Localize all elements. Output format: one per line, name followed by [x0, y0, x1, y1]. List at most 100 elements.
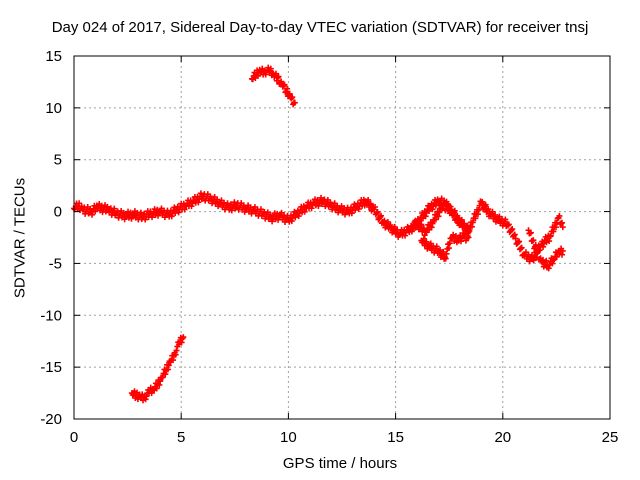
data-point-marker: [492, 211, 499, 218]
data-point-marker: [168, 213, 175, 220]
data-point-marker: [547, 232, 554, 239]
data-point-marker: [352, 206, 359, 213]
data-point-marker: [442, 255, 449, 262]
data-point-marker: [433, 243, 440, 250]
data-point-marker: [432, 216, 439, 223]
data-point-marker: [455, 215, 462, 222]
data-point-marker: [92, 208, 99, 215]
data-point-marker: [558, 251, 565, 258]
data-point-marker: [162, 371, 169, 378]
tick-layer: 0 5 10 15 20 25 -20 -15 -10 -5 0 5 10 15: [40, 48, 618, 446]
data-point-marker: [423, 238, 430, 245]
data-point-marker: [546, 238, 553, 245]
data-point-marker: [139, 391, 146, 398]
data-point-marker: [443, 250, 450, 257]
data-point-marker: [273, 77, 280, 84]
y-tick-label: -15: [40, 359, 62, 376]
data-point-marker: [143, 393, 150, 400]
data-point-marker: [257, 206, 264, 213]
data-point-marker: [416, 217, 423, 224]
data-point-marker: [530, 257, 537, 264]
data-point-marker: [553, 253, 560, 260]
data-point-marker: [274, 210, 281, 217]
data-point-marker: [476, 202, 483, 209]
data-point-marker: [317, 194, 324, 201]
y-tick-label: -5: [49, 255, 62, 272]
data-point-marker: [517, 245, 524, 252]
data-point-marker: [308, 205, 315, 212]
data-point-marker: [137, 209, 144, 216]
data-point-marker: [367, 200, 374, 207]
chart-title: Day 024 of 2017, Sidereal Day-to-day VTE…: [51, 19, 589, 36]
data-point-marker: [173, 347, 180, 354]
data-point-marker: [482, 201, 489, 208]
data-point-marker: [474, 211, 481, 218]
data-point-marker: [428, 224, 435, 231]
data-point-marker: [365, 196, 372, 203]
data-point-marker: [120, 209, 127, 216]
data-point-marker: [550, 257, 557, 264]
data-point-marker: [348, 210, 355, 217]
x-tick-label: 0: [70, 429, 78, 446]
data-point-marker: [527, 229, 534, 236]
data-point-marker: [451, 209, 458, 216]
data-layer: [71, 64, 566, 404]
data-point-marker: [387, 222, 394, 229]
data-point-marker: [165, 362, 172, 369]
data-point-marker: [511, 231, 518, 238]
data-point-marker: [436, 209, 443, 216]
x-tick-label: 10: [280, 429, 297, 446]
data-point-marker: [156, 381, 163, 388]
data-point-marker: [111, 205, 118, 212]
data-point-marker: [458, 217, 465, 224]
data-point-marker: [531, 245, 538, 252]
data-point-marker: [558, 219, 565, 226]
x-tick-label: 15: [387, 429, 404, 446]
y-tick-label: 15: [45, 48, 62, 65]
series-5: [525, 227, 566, 272]
y-tick-label: -20: [40, 411, 62, 428]
data-point-marker: [435, 213, 442, 220]
data-point-marker: [104, 203, 111, 210]
data-point-marker: [391, 223, 398, 230]
data-point-marker: [259, 65, 266, 72]
data-point-marker: [281, 81, 288, 88]
data-point-marker: [289, 94, 296, 101]
data-point-marker: [535, 248, 542, 255]
data-point-marker: [532, 241, 539, 248]
series-4: [418, 229, 472, 262]
data-point-marker: [142, 396, 149, 403]
data-point-marker: [327, 199, 334, 206]
data-point-marker: [378, 212, 385, 219]
series-1: [128, 334, 187, 404]
y-axis-label: SDTVAR / TECUs: [11, 177, 29, 299]
data-point-marker: [463, 223, 470, 230]
x-tick-label: 25: [602, 429, 619, 446]
data-point-marker: [301, 208, 308, 215]
series-3: [409, 195, 472, 237]
data-point-marker: [445, 245, 452, 252]
data-point-marker: [88, 211, 95, 218]
data-point-marker: [286, 90, 293, 97]
y-tick-label: 0: [54, 204, 62, 221]
data-point-marker: [515, 239, 522, 246]
data-point-marker: [355, 206, 362, 213]
data-point-marker: [197, 190, 204, 197]
data-point-marker: [174, 343, 181, 350]
data-point-marker: [556, 212, 563, 219]
data-point-marker: [275, 73, 282, 80]
data-point-marker: [231, 199, 238, 206]
data-point-marker: [157, 378, 164, 385]
data-point-marker: [443, 198, 450, 205]
data-point-marker: [540, 243, 547, 250]
data-point-marker: [543, 257, 550, 264]
data-point-marker: [372, 204, 379, 211]
data-point-marker: [284, 85, 291, 92]
data-point-marker: [530, 237, 537, 244]
data-point-marker: [429, 220, 436, 227]
data-point-marker: [549, 260, 556, 267]
data-point-marker: [426, 207, 433, 214]
data-point-marker: [518, 244, 525, 251]
data-point-marker: [422, 213, 429, 220]
data-point-marker: [468, 223, 475, 230]
